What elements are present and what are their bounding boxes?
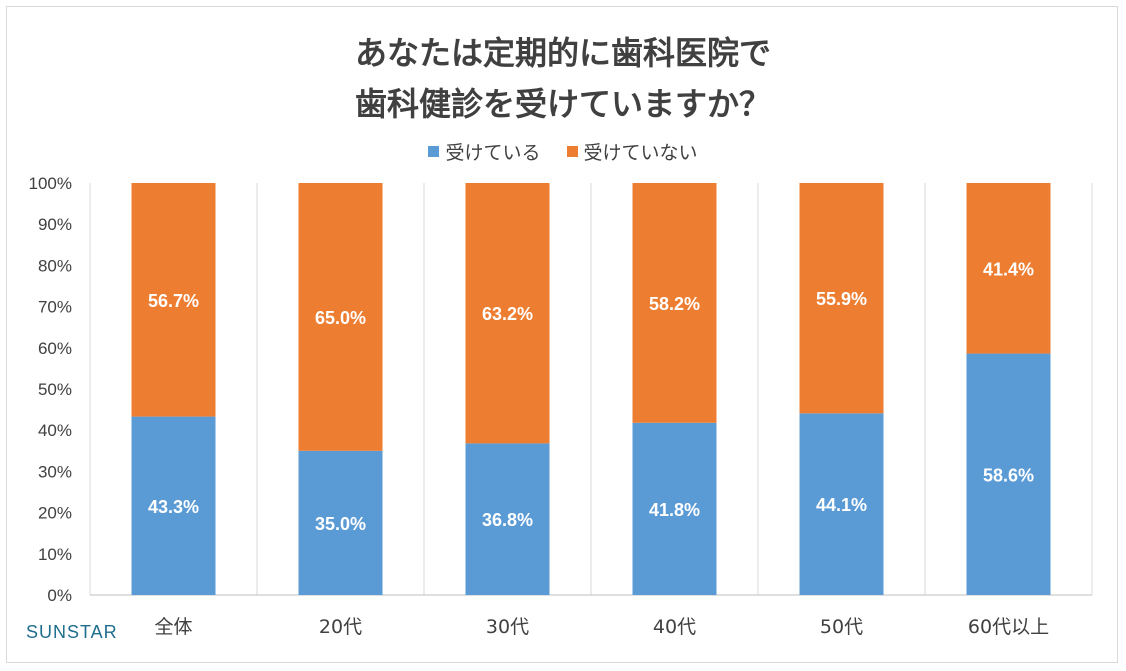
y-tick-label: 40% — [38, 421, 72, 440]
category-label: 40代 — [653, 616, 696, 638]
bar-received — [298, 450, 383, 595]
legend-swatch-received — [428, 146, 440, 157]
legend: 受けている 受けていない — [0, 138, 1126, 165]
category-label: 30代 — [486, 616, 529, 638]
bar-received — [632, 422, 717, 595]
legend-item-not-received: 受けていない — [566, 138, 698, 165]
category-label: 50代 — [820, 616, 863, 638]
chart-title-line-1: あなたは定期的に歯科医院で — [354, 34, 771, 72]
chart-title-line-2: 歯科健診を受けていますか？ — [354, 85, 771, 123]
y-tick-label: 80% — [38, 256, 72, 275]
y-tick-label: 30% — [38, 462, 72, 481]
y-tick-label: 20% — [38, 504, 72, 523]
bar-received — [966, 353, 1051, 595]
y-tick-label: 60% — [38, 339, 72, 358]
bar-received — [131, 416, 216, 595]
bar-not-received — [298, 183, 383, 451]
data-label: 43.3% — [148, 497, 199, 517]
data-label: 56.7% — [148, 291, 199, 311]
y-tick-label: 50% — [38, 380, 72, 399]
category-label: 20代 — [319, 616, 362, 638]
data-label: 35.0% — [315, 514, 366, 534]
data-label: 55.9% — [816, 289, 867, 309]
y-tick-label: 70% — [38, 298, 72, 317]
y-tick-label: 10% — [38, 545, 72, 564]
data-label: 36.8% — [482, 510, 533, 530]
legend-item-received: 受けている — [428, 138, 541, 165]
data-label: 58.2% — [649, 294, 700, 314]
category-label: 60代以上 — [968, 616, 1049, 638]
data-label: 65.0% — [315, 308, 366, 328]
bar-received — [799, 413, 884, 595]
category-label: 全体 — [154, 616, 192, 638]
data-label: 41.4% — [983, 259, 1034, 279]
sunstar-logo: SUNSTAR — [26, 622, 118, 642]
bar-not-received — [966, 183, 1051, 354]
legend-swatch-not-received — [566, 146, 578, 157]
data-label: 63.2% — [482, 304, 533, 324]
data-label: 58.6% — [983, 465, 1034, 485]
data-label: 41.8% — [649, 500, 700, 520]
bar-received — [465, 443, 550, 595]
bar-not-received — [632, 183, 717, 423]
legend-label-received: 受けている — [445, 142, 541, 164]
y-tick-label: 100% — [29, 174, 72, 193]
bar-not-received — [799, 183, 884, 414]
y-tick-label: 90% — [38, 215, 72, 234]
bar-not-received — [131, 183, 216, 417]
legend-label-not-received: 受けていない — [583, 142, 698, 164]
y-tick-label: 0% — [47, 586, 72, 605]
bar-not-received — [465, 183, 550, 444]
data-label: 44.1% — [816, 495, 867, 515]
